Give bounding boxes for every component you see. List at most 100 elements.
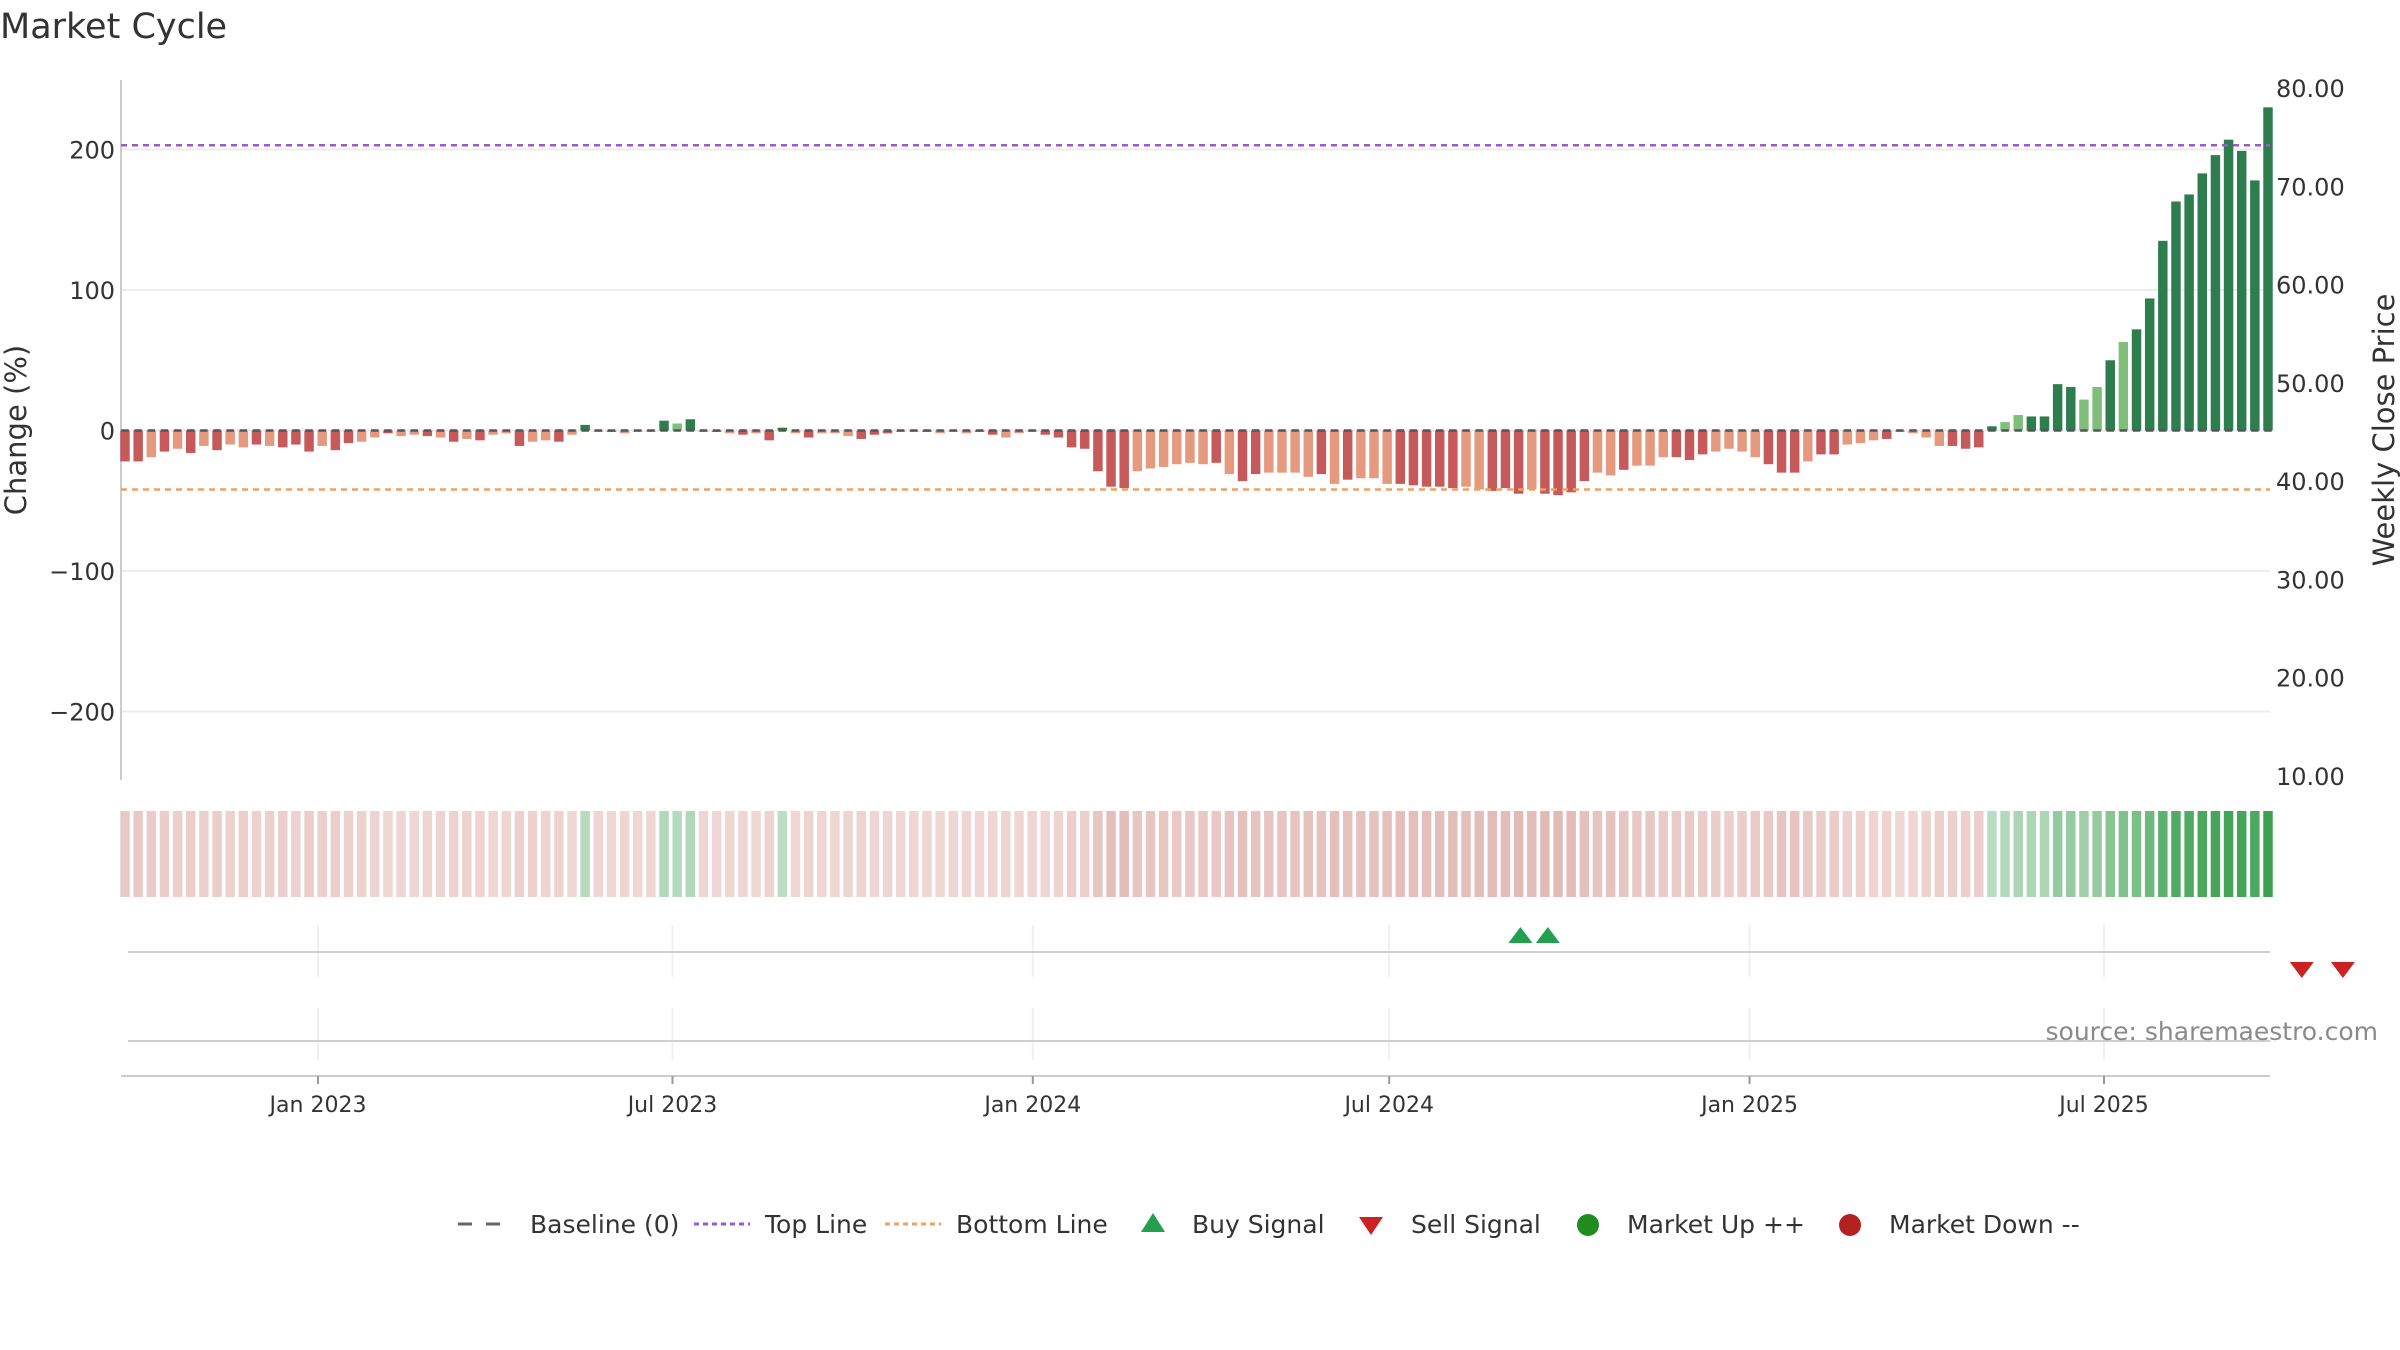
change-bar xyxy=(146,430,157,458)
heat-strip-cell xyxy=(1684,811,1695,897)
heat-strip-cell xyxy=(633,811,643,897)
change-bar xyxy=(869,430,880,435)
left-tick-label: −100 xyxy=(49,558,115,586)
change-bar xyxy=(199,430,209,446)
change-bar xyxy=(1947,430,1958,446)
heat-strip-cell xyxy=(961,811,972,897)
heat-strip-cell xyxy=(764,811,774,897)
change-bar xyxy=(935,430,945,434)
left-tick-label: 0 xyxy=(100,418,115,446)
change-bar xyxy=(1132,430,1143,472)
right-axis-title: Weekly Close Price xyxy=(2367,294,2400,567)
change-bar xyxy=(1684,430,1695,461)
change-bar xyxy=(2171,201,2181,431)
date-tick-label: Jul 2023 xyxy=(626,1093,718,1118)
heat-strip-cell xyxy=(1921,811,1931,897)
change-bar xyxy=(1789,430,1800,473)
heat-strip-cell xyxy=(1106,811,1116,897)
heat-strip-cell xyxy=(172,811,183,897)
heat-strip-cell xyxy=(435,811,446,897)
heat-strip-cell xyxy=(343,811,354,897)
right-tick-label: 70.00 xyxy=(2276,173,2345,201)
heat-strip-cell xyxy=(1066,811,1077,897)
change-bar xyxy=(1974,430,1984,448)
heat-strip-cell xyxy=(1671,811,1682,897)
heat-strip-cell xyxy=(1264,811,1274,897)
heat-strip-cell xyxy=(1553,811,1563,897)
change-bar xyxy=(2013,415,2023,431)
change-bar xyxy=(1434,430,1445,487)
change-bar xyxy=(2250,180,2260,431)
heat-strip-cell xyxy=(869,811,880,897)
change-bar xyxy=(1750,430,1760,458)
change-bar xyxy=(1566,430,1576,493)
heat-strip-cell xyxy=(514,811,525,897)
heat-strip-cell xyxy=(251,811,262,897)
change-bar xyxy=(725,430,735,434)
change-bar xyxy=(1303,430,1313,477)
change-bar xyxy=(330,430,341,451)
change-bar xyxy=(370,430,380,438)
change-bar xyxy=(343,430,354,444)
change-bar xyxy=(1237,430,1248,482)
change-bar xyxy=(1829,430,1839,455)
heat-strip-cell xyxy=(264,811,275,897)
heat-strip-cell xyxy=(1750,811,1760,897)
heat-strip-cell xyxy=(738,811,748,897)
heat-strip-cell xyxy=(1474,811,1484,897)
heat-strip-cell xyxy=(1395,811,1406,897)
change-bar xyxy=(1921,430,1931,438)
buy-signal-marker xyxy=(1535,927,1560,943)
heat-strip-cell xyxy=(1842,811,1853,897)
legend-buy-icon xyxy=(1141,1213,1165,1232)
heat-strip-cell xyxy=(1579,811,1590,897)
left-tick-label: −200 xyxy=(49,699,115,727)
heat-strip-cell xyxy=(383,811,393,897)
left-tick-label: 100 xyxy=(69,277,115,305)
heat-strip-cell xyxy=(317,811,327,897)
date-axis-ticks: Jan 2023 Jul 2023 Jan 2024 Jul 2024 Jan 2025… xyxy=(268,1076,2149,1118)
change-bar xyxy=(1592,430,1603,473)
change-bar xyxy=(317,430,327,446)
change-bar xyxy=(1658,430,1668,458)
change-bar xyxy=(1329,430,1340,484)
right-tick-label: 50.00 xyxy=(2276,370,2345,398)
change-bar xyxy=(1987,426,1997,431)
heat-strip-cell xyxy=(2210,811,2221,897)
heat-strip-cell xyxy=(278,811,288,897)
change-bar xyxy=(1316,430,1327,475)
heat-strip-cell xyxy=(803,811,814,897)
right-tick-label: 30.00 xyxy=(2276,566,2345,594)
heat-strip-cell xyxy=(1487,811,1498,897)
change-bar xyxy=(186,430,196,453)
change-bar xyxy=(1474,430,1484,490)
heat-strip-cell xyxy=(856,811,866,897)
left-axis-ticks: 200 100 0 −100 −200 xyxy=(49,137,115,727)
heat-strip-cell xyxy=(1277,811,1287,897)
change-bar xyxy=(2092,386,2102,431)
heat-strip-cell xyxy=(1566,811,1576,897)
change-bar xyxy=(1461,430,1471,487)
change-bar xyxy=(212,430,222,451)
heat-strip-cell xyxy=(1290,811,1300,897)
heat-strip-cell xyxy=(554,811,564,897)
buy-signal-marker xyxy=(1508,927,1533,943)
market-heat-strip xyxy=(120,811,2273,897)
change-bar xyxy=(1763,430,1774,465)
change-bar xyxy=(159,430,170,452)
change-bar xyxy=(2066,386,2076,431)
legend-buy-label: Buy Signal xyxy=(1192,1210,1325,1239)
heat-strip-cell xyxy=(1711,811,1721,897)
change-bar xyxy=(1395,430,1406,484)
heat-strip-cell xyxy=(725,811,735,897)
change-bar xyxy=(580,424,590,431)
change-bar xyxy=(1553,430,1563,496)
heat-strip-cell xyxy=(1434,811,1445,897)
change-bar xyxy=(1737,430,1747,452)
heat-strip-cell xyxy=(1658,811,1668,897)
heat-strip-cell xyxy=(2171,811,2181,897)
change-bar xyxy=(527,430,538,442)
heat-strip-cell xyxy=(830,811,840,897)
change-bar xyxy=(1185,430,1195,463)
change-bar xyxy=(1369,430,1379,479)
